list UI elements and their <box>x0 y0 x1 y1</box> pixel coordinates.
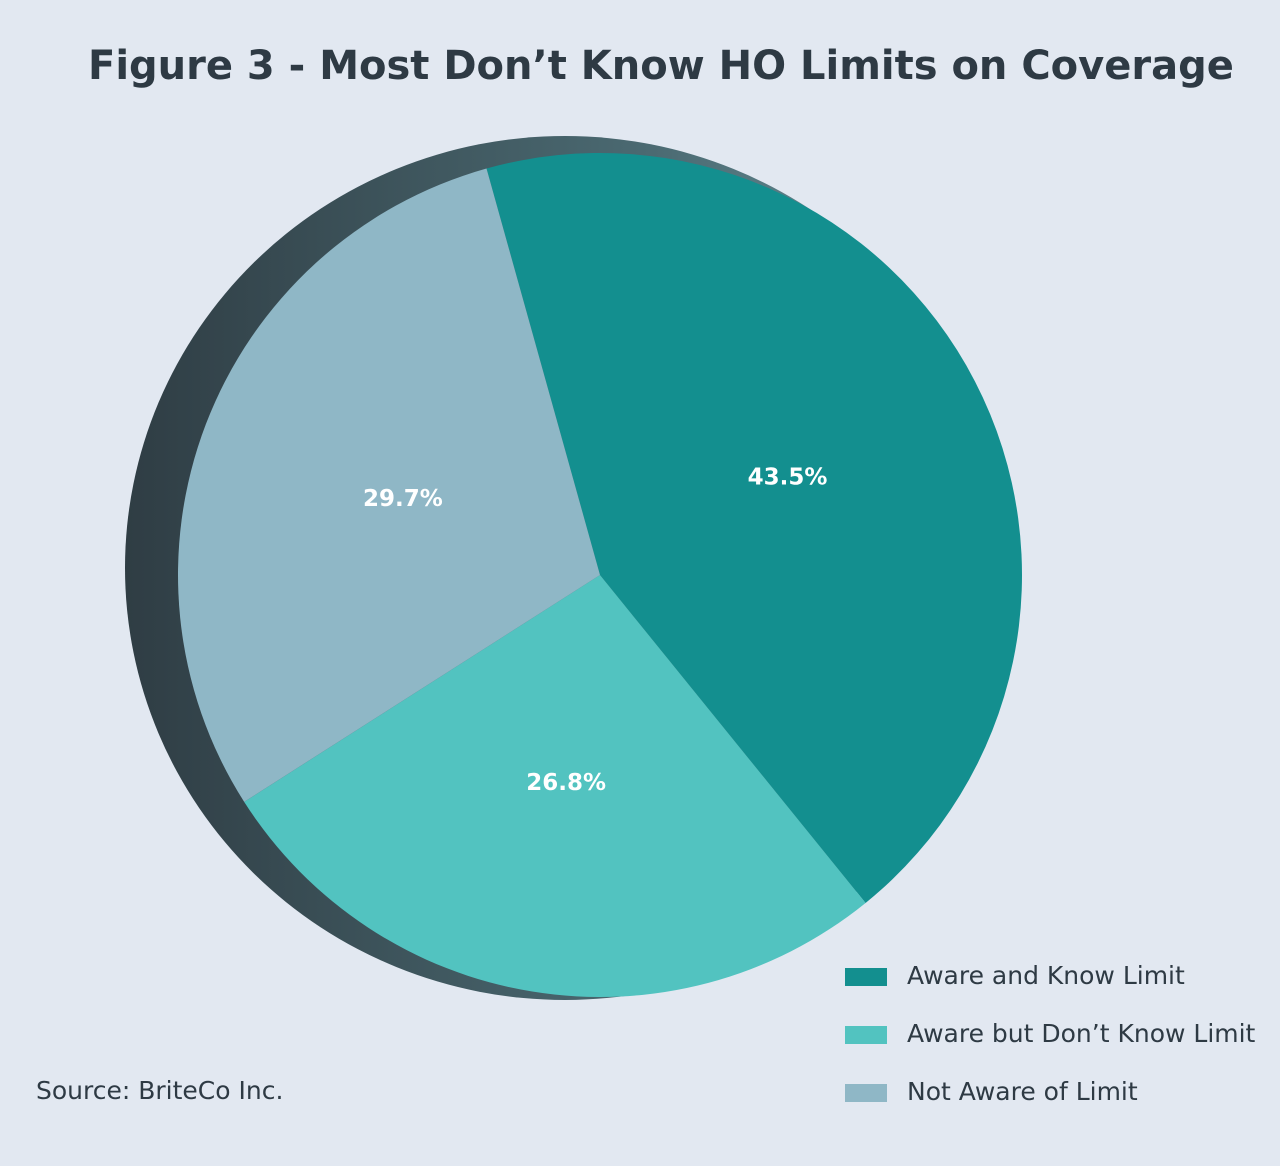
value-label: 26.8% <box>526 770 606 796</box>
legend-label: Not Aware of Limit <box>907 1077 1138 1106</box>
pie-slice <box>177 168 601 802</box>
legend-swatch <box>845 968 887 986</box>
legend-swatch <box>845 1026 887 1044</box>
legend-label: Aware and Know Limit <box>907 961 1185 990</box>
pie-slice <box>486 153 1023 903</box>
chart-title: Figure 3 - Most Don’t Know HO Limits on … <box>88 43 1234 89</box>
pie: 43.5% 26.8% 29.7% <box>177 153 1023 998</box>
source: Source: BriteCo Inc. <box>36 1076 283 1105</box>
value-label: 29.7% <box>363 486 443 512</box>
legend-label: Aware but Don’t Know Limit <box>907 1019 1256 1048</box>
value-label: 43.5% <box>748 465 828 491</box>
legend-swatch <box>845 1084 887 1102</box>
pie-slice <box>244 575 866 998</box>
